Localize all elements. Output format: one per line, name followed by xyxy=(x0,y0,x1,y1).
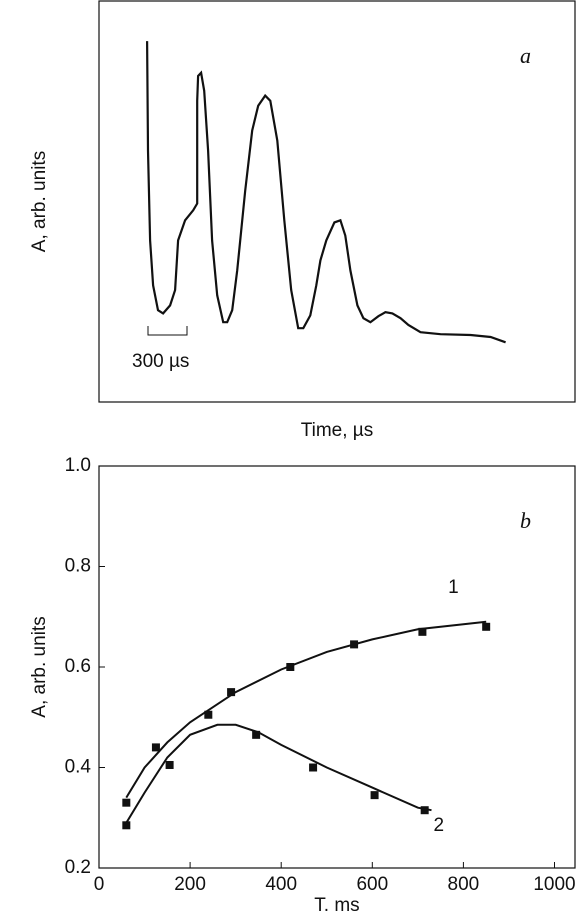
data-point xyxy=(151,743,160,752)
data-point xyxy=(165,760,174,769)
fit-curve xyxy=(125,723,432,824)
data-point xyxy=(418,627,427,636)
x-tick-label: 0 xyxy=(94,874,105,895)
x-axis-label: Time, µs xyxy=(301,420,374,441)
data-point xyxy=(204,710,213,719)
y-tick-label: 0.6 xyxy=(65,656,91,677)
y-tick-label: 0.2 xyxy=(65,857,91,878)
panel-label: a xyxy=(520,43,531,68)
data-point xyxy=(309,763,318,772)
plot-frame xyxy=(98,465,576,869)
data-point xyxy=(122,798,131,807)
fit-curve xyxy=(125,620,487,799)
series-label: 1 xyxy=(448,577,459,598)
x-tick-label: 400 xyxy=(265,874,297,895)
y-axis-label: A, arb. units xyxy=(29,151,50,252)
waveform xyxy=(146,41,506,344)
scale-bar-label: 300 µs xyxy=(132,351,189,372)
data-point xyxy=(286,663,295,671)
scale-bar xyxy=(147,326,188,336)
series-label: 2 xyxy=(434,815,445,836)
plot-frame xyxy=(98,0,576,403)
data-point xyxy=(252,730,261,739)
x-tick-label: 800 xyxy=(448,874,480,895)
data-point xyxy=(122,821,131,830)
x-axis-label: T, ms xyxy=(314,895,359,911)
x-tick-label: 200 xyxy=(174,874,206,895)
x-tick-label: 600 xyxy=(356,874,388,895)
data-point xyxy=(482,622,491,631)
y-axis-label: A, arb. units xyxy=(29,616,50,717)
y-tick-label: 1.0 xyxy=(65,455,91,476)
x-tick-label: 1000 xyxy=(533,874,575,895)
panel-label: b xyxy=(520,508,531,533)
data-point xyxy=(370,791,379,800)
data-point xyxy=(227,688,236,697)
y-tick-label: 0.8 xyxy=(65,556,91,577)
y-tick-label: 0.4 xyxy=(65,757,92,778)
data-point xyxy=(350,640,359,649)
data-point xyxy=(420,806,429,815)
